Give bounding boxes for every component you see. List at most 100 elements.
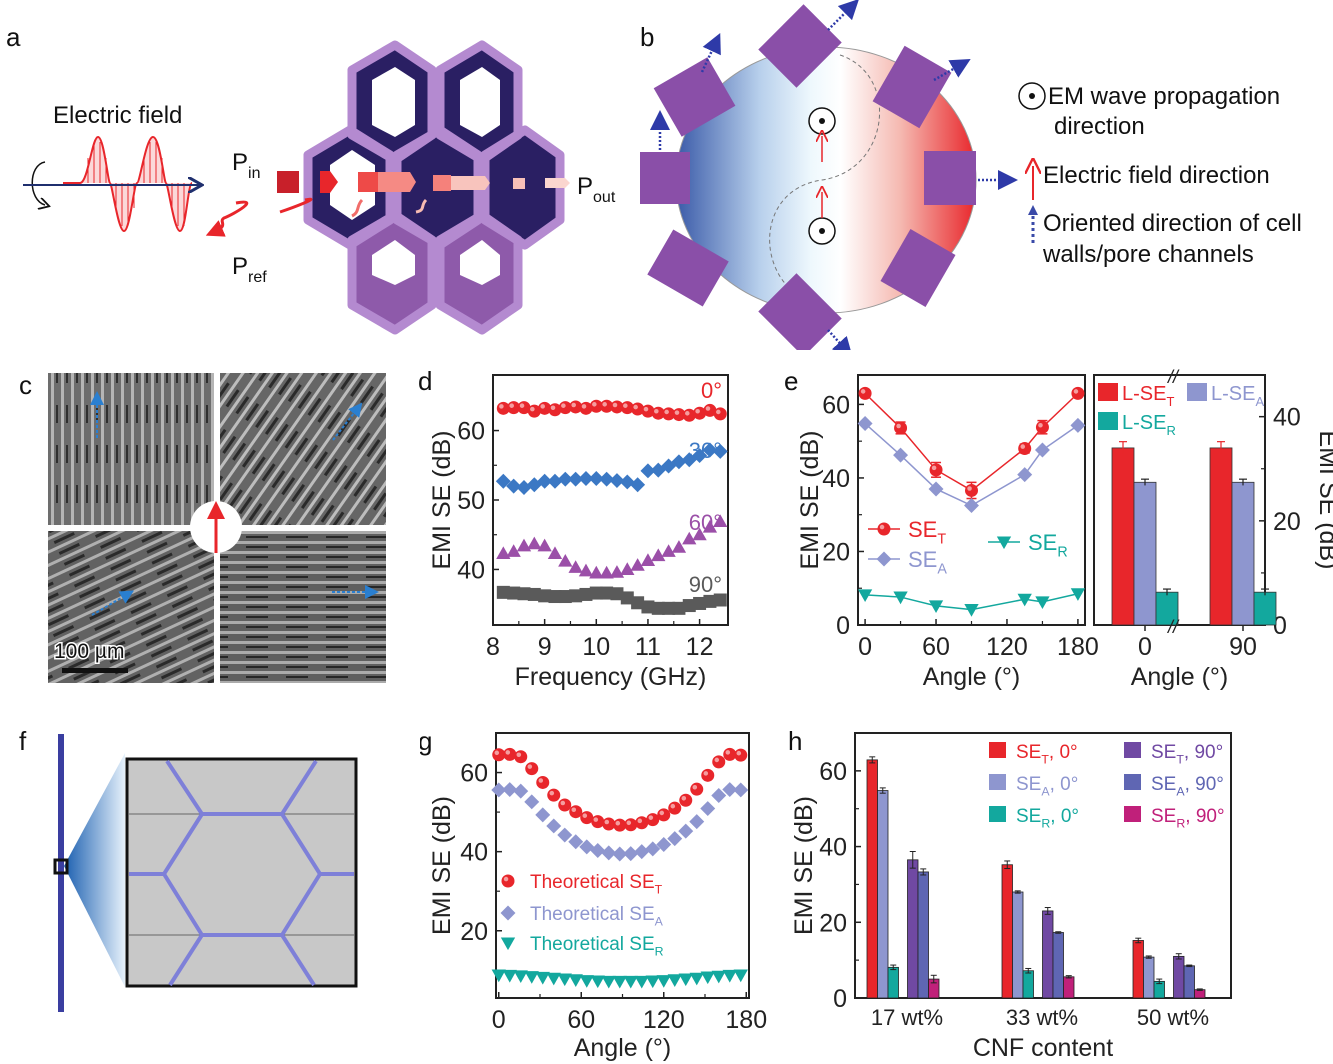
data-point (858, 386, 872, 400)
data-point-highlight (643, 406, 649, 412)
data-point (610, 587, 624, 601)
bar (1063, 976, 1075, 999)
data-point (893, 591, 908, 605)
bar (1183, 965, 1195, 999)
bar (887, 966, 899, 999)
data-point (682, 599, 696, 613)
data-point (671, 454, 687, 470)
data-point (525, 762, 539, 776)
data-point-highlight (860, 389, 866, 394)
data-point (578, 470, 594, 486)
magnified-region-marker (53, 858, 69, 875)
legend-item-em-wave: EM wave propagation direction (1018, 82, 1280, 140)
data-point (711, 970, 726, 984)
bar (917, 871, 929, 999)
panel-f-diagram (53, 734, 358, 1012)
sem-image-90deg (220, 531, 386, 683)
legend-item-SER-0deg: SER, 0° (989, 806, 1079, 831)
data-point (678, 973, 693, 987)
series-label: 60° (689, 510, 722, 535)
data-point-highlight (623, 403, 628, 408)
legend-item-electric-field: Electric field direction (1033, 162, 1270, 200)
data-point-highlight (550, 405, 556, 411)
chart-h: h 0 20 40 60 CNF content EMI SE (dB) 17 wt% 33 w… (788, 726, 1232, 1062)
x-category-label: 17 wt% (871, 1005, 943, 1030)
panel-b-diagram: EM wave propagation direction Electric f… (640, 0, 1302, 350)
power-attenuation-arrows (277, 171, 570, 193)
x-tick-label: 120 (643, 1006, 685, 1034)
bar (1042, 910, 1054, 999)
legend-label: Theoretical SER (530, 934, 664, 959)
data-point (928, 481, 944, 497)
legend-item-L-SEA: L-SEA (1187, 383, 1264, 409)
series-label: 0° (701, 378, 722, 403)
y-axis-label: EMI SE (dB) (796, 431, 824, 570)
legend-item-SET: SET (868, 517, 946, 548)
data-point (620, 562, 635, 575)
series-line (864, 392, 1079, 492)
data-point-highlight (549, 790, 555, 796)
data-point-highlight (604, 819, 610, 825)
legend-swatch (1124, 742, 1141, 758)
bar (907, 859, 919, 999)
data-point (630, 558, 645, 571)
bar (1143, 956, 1155, 999)
panel-a-label: a (6, 22, 21, 52)
y-tick-label: 40 (1273, 404, 1301, 432)
svg-text:EM wave propagation: EM wave propagation (1048, 83, 1280, 110)
legend-label: SEA, 90° (1151, 774, 1224, 799)
data-point (491, 969, 506, 983)
data-point (668, 801, 682, 815)
data-point-highlight (648, 815, 654, 820)
data-point-highlight (967, 486, 972, 491)
data-point-highlight (593, 817, 599, 822)
data-point (1017, 593, 1032, 607)
data-point (1070, 588, 1086, 601)
data-point (547, 788, 561, 802)
data-point (547, 473, 563, 489)
data-point (640, 553, 656, 566)
legend-label: SER, 0° (1016, 806, 1079, 831)
data-point (702, 442, 718, 458)
y-axis-label-right: EMI SE (dB) (1314, 431, 1333, 570)
data-point (503, 747, 517, 761)
bar (1111, 447, 1135, 626)
data-point (672, 601, 686, 615)
panel-c-label: c (19, 370, 32, 400)
legend-swatch (1098, 412, 1118, 430)
y-tick-label: 60 (457, 418, 485, 446)
data-point (734, 748, 748, 762)
data-point (689, 972, 704, 986)
data-point (579, 975, 594, 988)
legend-swatch (1098, 383, 1118, 401)
x-tick-label: 90 (1229, 633, 1257, 661)
data-point (517, 587, 531, 601)
legend-item-SET-0deg: SET, 0° (989, 742, 1078, 767)
data-point (712, 443, 728, 459)
data-point (689, 814, 705, 830)
data-point (703, 594, 717, 608)
data-point (548, 590, 562, 604)
dashed-s-curve (769, 54, 881, 306)
data-point (1017, 467, 1033, 483)
x-axis-label: Angle (°) (923, 663, 1021, 690)
data-point-highlight (538, 778, 544, 783)
data-point (1018, 442, 1032, 456)
legend-marker-highlight (879, 524, 885, 530)
data-point (894, 421, 908, 435)
data-point (601, 975, 616, 989)
data-point (590, 975, 605, 989)
blue-dotted-arrow-icon (1028, 205, 1038, 215)
data-point-highlight (530, 406, 535, 412)
bar (1052, 932, 1064, 999)
legend-label: Theoretical SET (530, 872, 663, 897)
y-axis-label: EMI SE (dB) (790, 796, 818, 935)
data-point (733, 782, 749, 798)
panel-h-label: h (788, 726, 802, 756)
legend-marker (877, 522, 891, 536)
data-point-highlight (1038, 422, 1043, 428)
y-tick-label: 0 (833, 985, 847, 1013)
y-axis-label: EMI SE (dB) (428, 431, 456, 570)
data-point-highlight (615, 820, 621, 826)
data-point (722, 969, 737, 983)
